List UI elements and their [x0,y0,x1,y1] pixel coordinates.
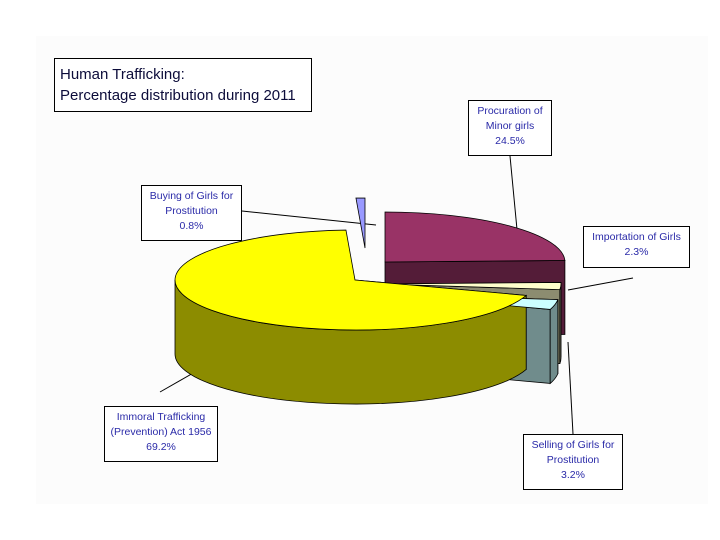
label-immoral-line-2: (Prevention) Act 1956 [110,426,212,438]
pie-slice-buying [355,197,366,249]
label-buying-line-2: Prostitution [165,205,218,217]
pie-slice-wall-selling [549,299,559,385]
label-procuration-value: 24.5% [495,135,525,147]
leader-line-selling [567,341,574,435]
pie-slice-immoral-trafficking [174,229,528,331]
label-selling: Selling of Girls for Prostitution 3.2% [523,434,623,490]
label-selling-value: 3.2% [561,469,585,481]
chart-title: Human Trafficking: Percentage distributi… [54,58,312,112]
label-importation-value: 2.3% [624,246,649,258]
label-procuration-line-1: Procuration of [477,105,543,117]
label-importation-line-1: Importation of Girls [592,231,681,243]
pie-slice-importation [380,282,562,291]
pie-slice-procuration [384,211,566,263]
chart-title-line-1: Human Trafficking: [60,66,185,83]
label-buying-line-1: Buying of Girls for [149,190,234,202]
label-immoral-value: 69.2% [146,441,176,453]
pie-slice-wall-importation [559,283,562,364]
label-buying: Buying of Girls for Prostitution 0.8% [141,185,242,241]
label-buying-value: 0.8% [179,220,204,232]
label-selling-line-1: Selling of Girls for [531,439,615,451]
chart-title-line-2: Percentage distribution during 2011 [60,87,296,104]
label-importation: Importation of Girls 2.3% [583,226,690,268]
leader-line-importation [567,277,634,291]
label-immoral-line-1: Immoral Trafficking [116,411,206,423]
label-selling-line-2: Prostitution [546,454,600,466]
label-procuration-line-2: Minor girls [485,120,535,132]
leader-line-buying [241,210,377,226]
pie-3d [174,197,566,405]
label-procuration: Procuration of Minor girls 24.5% [468,100,552,156]
leader-line-procuration [509,155,519,241]
label-immoral-trafficking: Immoral Trafficking (Prevention) Act 195… [104,406,218,462]
